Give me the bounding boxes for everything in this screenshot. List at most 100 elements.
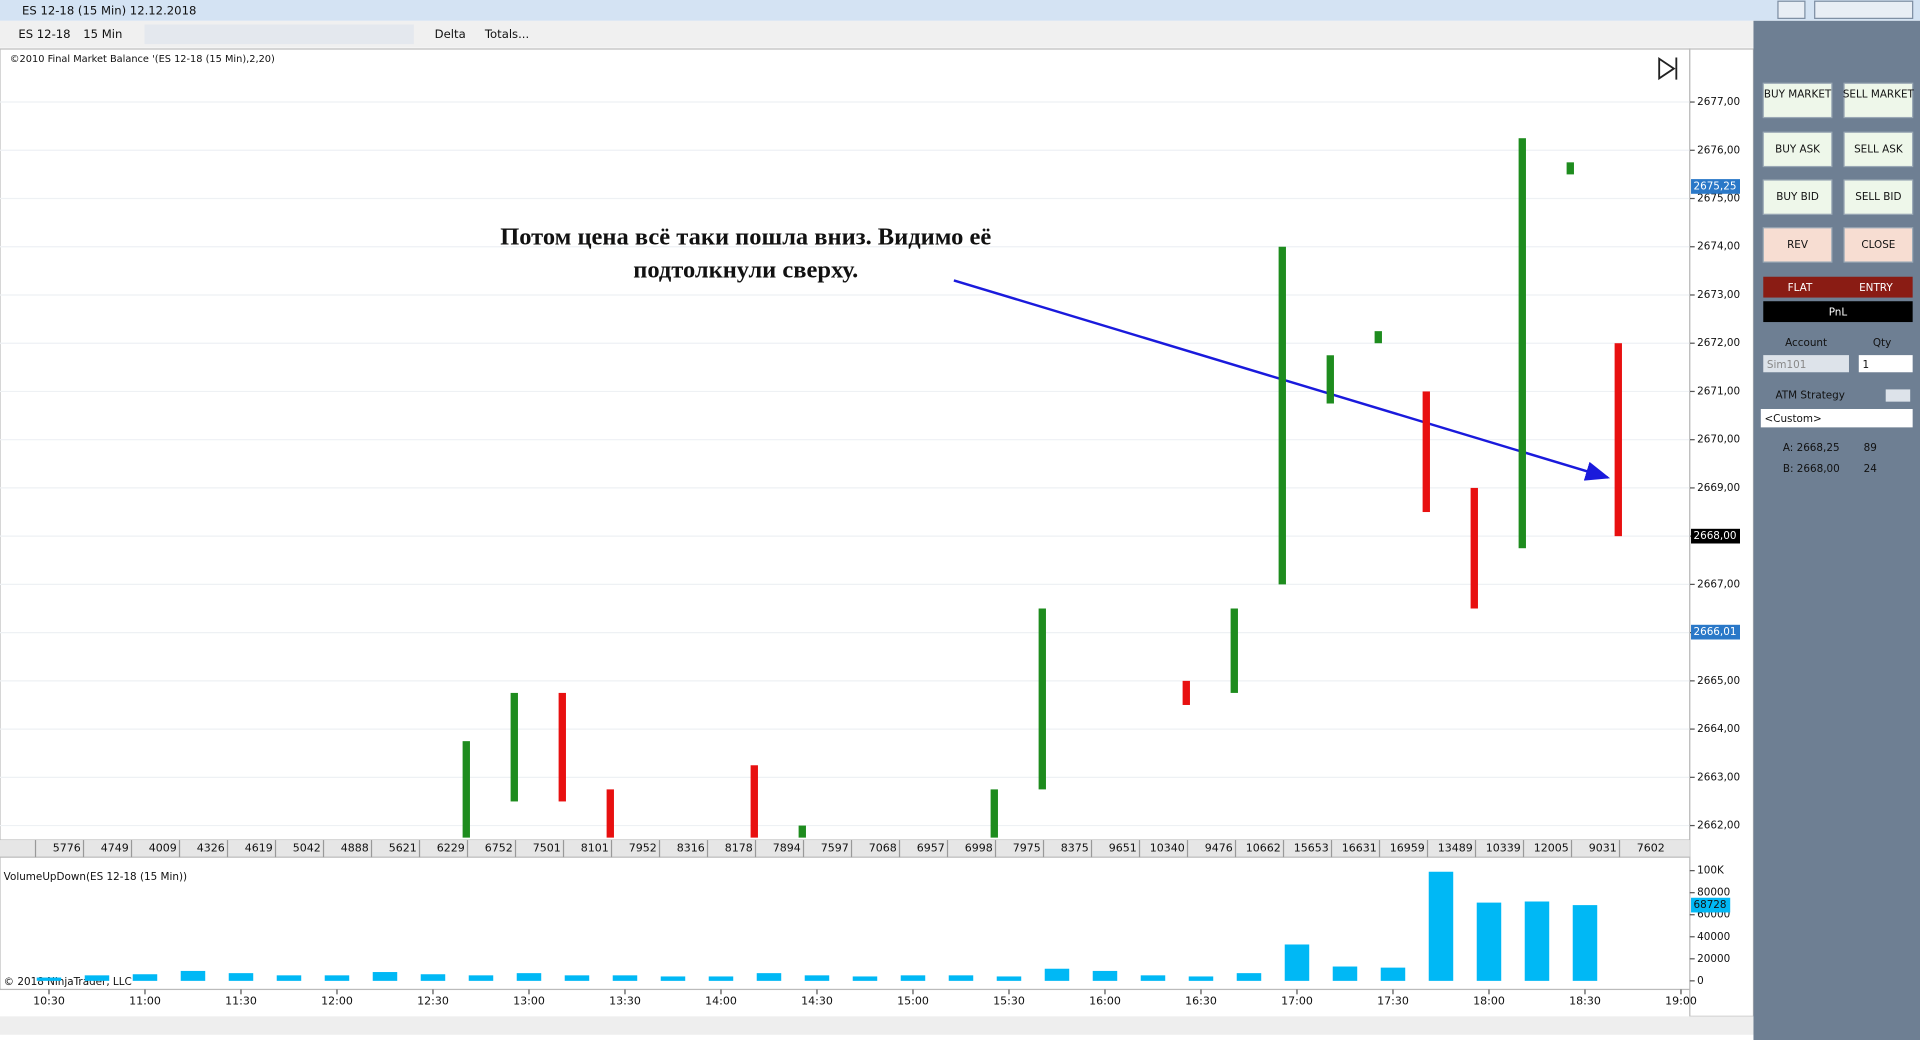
candle-body	[1038, 608, 1046, 790]
total-label: 15653	[1294, 842, 1329, 855]
candle-body	[558, 692, 566, 802]
x-tick-label: 14:30	[801, 995, 833, 1008]
annotation-text: подтолкнули сверху.	[633, 256, 858, 283]
total-label: 7597	[821, 842, 849, 855]
button-label[interactable]: ENTRY	[1859, 282, 1893, 294]
y-tick-label: 2663,00	[1697, 771, 1740, 783]
button[interactable]	[1843, 227, 1914, 263]
scrollbar[interactable]	[0, 1016, 1754, 1035]
atm-select[interactable]	[1760, 408, 1913, 428]
current-value-label: 68728	[1693, 899, 1726, 911]
candle-body	[1182, 680, 1190, 705]
y-tick-label: 20000	[1697, 953, 1730, 965]
button-label[interactable]: SELL BID	[1855, 191, 1901, 203]
x-tick-label: 15:00	[897, 995, 929, 1008]
total-label: 4326	[197, 842, 225, 855]
total-label: 7975	[1013, 842, 1041, 855]
button[interactable]	[1762, 227, 1833, 263]
title-bar	[0, 0, 1920, 21]
atm-button[interactable]	[1885, 389, 1911, 402]
scroll-end-icon[interactable]	[1658, 57, 1678, 81]
volume-bar	[372, 972, 398, 981]
button[interactable]	[1762, 179, 1833, 215]
button-label[interactable]: BUY MARKET	[1764, 88, 1832, 100]
candle-body	[1278, 246, 1286, 585]
button-label[interactable]: CLOSE	[1861, 239, 1895, 251]
volume-bar	[900, 975, 926, 981]
total-label: 6229	[437, 842, 465, 855]
button-label[interactable]: SELL MARKET	[1843, 88, 1915, 100]
y-tick-label: 2662,00	[1697, 820, 1740, 832]
button[interactable]	[1843, 131, 1914, 168]
button-label[interactable]: SELL ASK	[1854, 143, 1904, 155]
button[interactable]	[1762, 82, 1833, 119]
button-label[interactable]: REV	[1787, 239, 1809, 251]
total-label: 6998	[965, 842, 993, 855]
annotation-text: Потом цена всё таки пошла вниз. Видимо е…	[500, 223, 991, 250]
atm-value[interactable]: <Custom>	[1764, 413, 1821, 425]
x-tick-label: 18:00	[1473, 995, 1505, 1008]
total-label: 4619	[245, 842, 273, 855]
button-label[interactable]: BUY BID	[1776, 191, 1819, 203]
account-value[interactable]: Sim101	[1767, 359, 1806, 371]
button[interactable]	[1763, 276, 1913, 298]
total-label: 13489	[1438, 842, 1473, 855]
volume-bar	[1140, 975, 1166, 981]
volume-bar	[1572, 905, 1598, 981]
candle-body	[1518, 138, 1526, 549]
volume-bar	[612, 975, 638, 981]
volume-bar	[228, 973, 254, 981]
total-label: 9651	[1109, 842, 1137, 855]
volume-bar	[84, 975, 110, 981]
y-tick-label: 2676,00	[1697, 144, 1740, 156]
candle-body	[1566, 162, 1574, 175]
button[interactable]	[1843, 82, 1914, 119]
x-tick-label: 13:00	[513, 995, 545, 1008]
tool-icons[interactable]	[144, 24, 414, 45]
totals-row	[0, 840, 1690, 858]
total-label: 4749	[101, 842, 129, 855]
button[interactable]	[1843, 179, 1914, 215]
x-tick-label: 17:30	[1377, 995, 1409, 1008]
candle-body	[1470, 487, 1478, 609]
window-controls[interactable]	[1814, 0, 1914, 19]
y-tick-label: 100K	[1697, 865, 1725, 877]
totals-menu[interactable]: Totals...	[484, 27, 529, 41]
y-tick-label: 80000	[1697, 887, 1730, 899]
total-label: 4888	[341, 842, 369, 855]
y-tick-label: 2675,00	[1697, 193, 1740, 205]
volume-bar	[1188, 976, 1214, 981]
total-label: 6957	[917, 842, 945, 855]
button[interactable]	[1762, 131, 1833, 168]
volume-bar	[1044, 968, 1070, 981]
candle-body	[750, 765, 758, 838]
bid-size: 24	[1864, 463, 1878, 475]
button-label[interactable]: BUY ASK	[1775, 143, 1821, 155]
total-label: 7602	[1637, 842, 1665, 855]
indicator-label: VolumeUpDown(ES 12-18 (15 Min))	[4, 871, 187, 883]
account-select[interactable]	[1763, 355, 1849, 373]
x-tick-label: 16:30	[1185, 995, 1217, 1008]
total-label: 7894	[773, 842, 801, 855]
y-tick-label: 0	[1697, 975, 1704, 987]
mode[interactable]: Delta	[435, 27, 466, 41]
candle-body	[1374, 331, 1382, 344]
qty-input[interactable]	[1858, 355, 1913, 373]
volume-bar	[852, 976, 878, 981]
qty-value[interactable]: 1	[1862, 359, 1869, 371]
order-controls	[1760, 82, 1914, 428]
candle-body	[798, 825, 806, 838]
volume-bar	[564, 975, 590, 981]
total-label: 7501	[533, 842, 561, 855]
volume-bar	[36, 977, 62, 981]
volume-bar	[324, 975, 350, 981]
total-label: 5621	[389, 842, 417, 855]
button-label[interactable]: FLAT	[1788, 282, 1813, 294]
window-button[interactable]	[1777, 0, 1806, 19]
instrument[interactable]: ES 12-18	[18, 27, 70, 41]
current-value-tag	[1691, 897, 1731, 913]
y-tick-label: 40000	[1697, 931, 1730, 943]
interval[interactable]: 15 Min	[83, 27, 122, 41]
price-panel	[0, 48, 1691, 841]
